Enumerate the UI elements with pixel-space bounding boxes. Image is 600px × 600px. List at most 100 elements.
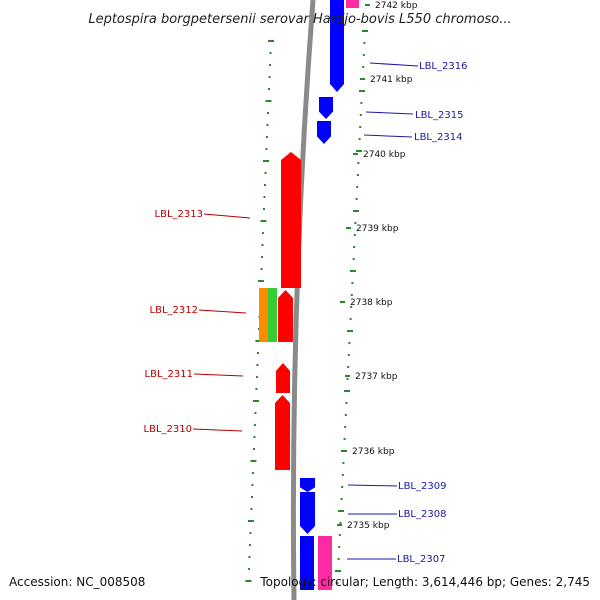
tick-mark [337, 524, 342, 526]
gc-inner-dot [247, 520, 254, 522]
gc-outer-dot [359, 90, 365, 92]
gc-outer-dot [363, 42, 366, 44]
gc-outer-dot [344, 426, 347, 428]
gc-inner-dot [250, 460, 257, 462]
gc-inner-dot [260, 268, 263, 270]
gc-inner-dot [267, 88, 270, 90]
tick-label: 2738 kbp [350, 298, 393, 308]
gene-label-lbl-2312[interactable]: LBL_2312 [150, 305, 198, 316]
leader-line-lbl-2311 [193, 373, 244, 377]
gc-outer-dot [344, 390, 350, 392]
leader-line-lbl-2316 [369, 62, 419, 67]
gc-inner-dot [266, 112, 269, 114]
gc-inner-dot [245, 580, 252, 582]
gc-inner-dot [268, 40, 274, 42]
gc-outer-dot [356, 150, 362, 152]
tick-mark [346, 227, 351, 229]
leader-line-lbl-2313 [203, 213, 251, 219]
gc-inner-dot [263, 184, 266, 186]
gc-inner-dot [247, 568, 250, 570]
gc-inner-dot [261, 244, 264, 246]
tick-mark [340, 301, 345, 303]
gene-label-lbl-2315[interactable]: LBL_2315 [415, 110, 463, 121]
gc-inner-dot [248, 544, 251, 546]
tick-label: 2742 kbp [375, 1, 418, 11]
gc-inner-dot [254, 412, 257, 414]
gc-outer-dot [335, 570, 341, 572]
tick-mark [360, 78, 365, 80]
topology-text: Topology: circular; Length: 3,614,446 bp… [259, 575, 590, 589]
gc-outer-dot [352, 258, 355, 260]
gc-inner-dot [260, 256, 263, 258]
gc-inner-dot [253, 436, 256, 438]
gene-arrow-lbl-2316 [330, 0, 344, 92]
gc-inner-dot [268, 76, 271, 78]
gene-arrow-lbl-2312 [278, 290, 293, 342]
gene-label-lbl-2313[interactable]: LBL_2313 [155, 209, 203, 220]
gc-outer-dot [338, 546, 341, 548]
gc-outer-dot [338, 534, 341, 536]
gc-outer-dot [339, 522, 342, 524]
gc-inner-dot [255, 376, 258, 378]
gc-outer-dot [350, 270, 356, 272]
gc-inner-dot [268, 64, 271, 66]
gc-outer-dot [353, 234, 356, 236]
tick-track: 2742 kbp 2741 kbp 2740 kbp 2739 kbp 2738 kbp… [337, 1, 418, 531]
gene-label-lbl-2308[interactable]: LBL_2308 [398, 509, 446, 520]
tick-mark [353, 153, 358, 155]
gc-outer-dot [362, 66, 365, 68]
gc-outer-dot [347, 330, 353, 332]
gc-inner-dot [250, 496, 253, 498]
gene-arrow-lbl-2314 [317, 121, 331, 144]
backbone [290, 0, 316, 600]
gc-outer-dot [340, 498, 343, 500]
gene-label-lbl-2307[interactable]: LBL_2307 [397, 554, 445, 565]
gc-inner-dot [256, 364, 259, 366]
tick-label: 2736 kbp [352, 447, 395, 457]
gc-inner-dot [257, 328, 260, 330]
leader-line-lbl-2310 [192, 428, 243, 432]
gc-inner-dot [262, 160, 269, 162]
gc-inner-dot [264, 172, 267, 174]
gene-arrow-lbl-2307 [300, 536, 314, 590]
tick-label: 2741 kbp [370, 75, 413, 85]
gc-outer-dot [359, 114, 362, 116]
gc-outer-dot [354, 222, 357, 224]
pink-feature-bottom [318, 536, 332, 590]
gc-outer-dot [356, 186, 359, 188]
gc-outer-dot [358, 138, 361, 140]
gene-label-lbl-2314[interactable]: LBL_2314 [414, 132, 462, 143]
orange-feature [259, 288, 268, 342]
feature-track [259, 0, 359, 590]
pink-feature-top [346, 0, 359, 8]
gene-label-lbl-2310[interactable]: LBL_2310 [144, 424, 192, 435]
gene-label-lbl-2316[interactable]: LBL_2316 [419, 61, 467, 72]
gc-inner-dot [252, 448, 255, 450]
gc-inner-dot [269, 52, 272, 54]
gc-inner-dot [261, 232, 264, 234]
gc-inner-dot [249, 532, 252, 534]
gc-inner-dot [250, 508, 253, 510]
gc-outer-dot [346, 378, 349, 380]
green-feature [268, 288, 277, 342]
gc-inner-dot [257, 280, 264, 282]
gc-outer-dot [360, 102, 363, 104]
gene-label-lbl-2311[interactable]: LBL_2311 [145, 369, 193, 380]
gc-outer-dot [351, 282, 354, 284]
tick-mark [365, 4, 370, 6]
gc-inner-dot [260, 220, 267, 222]
gc-outer-dot [347, 354, 350, 356]
gc-outer-dot [359, 126, 362, 128]
leader-line-lbl-2315 [365, 111, 414, 115]
gc-inner-dot [265, 100, 272, 102]
gc-inner-dot [262, 208, 265, 210]
gc-inner-dot [256, 352, 259, 354]
gc-inner-dot [265, 136, 268, 138]
gc-inner-dot [266, 124, 269, 126]
tick-mark [345, 375, 350, 377]
gc-outer-dot [349, 318, 352, 320]
gene-label-lbl-2309[interactable]: LBL_2309 [398, 481, 446, 492]
gc-outer-dot [353, 210, 359, 212]
gc-outer-dot [362, 30, 368, 32]
